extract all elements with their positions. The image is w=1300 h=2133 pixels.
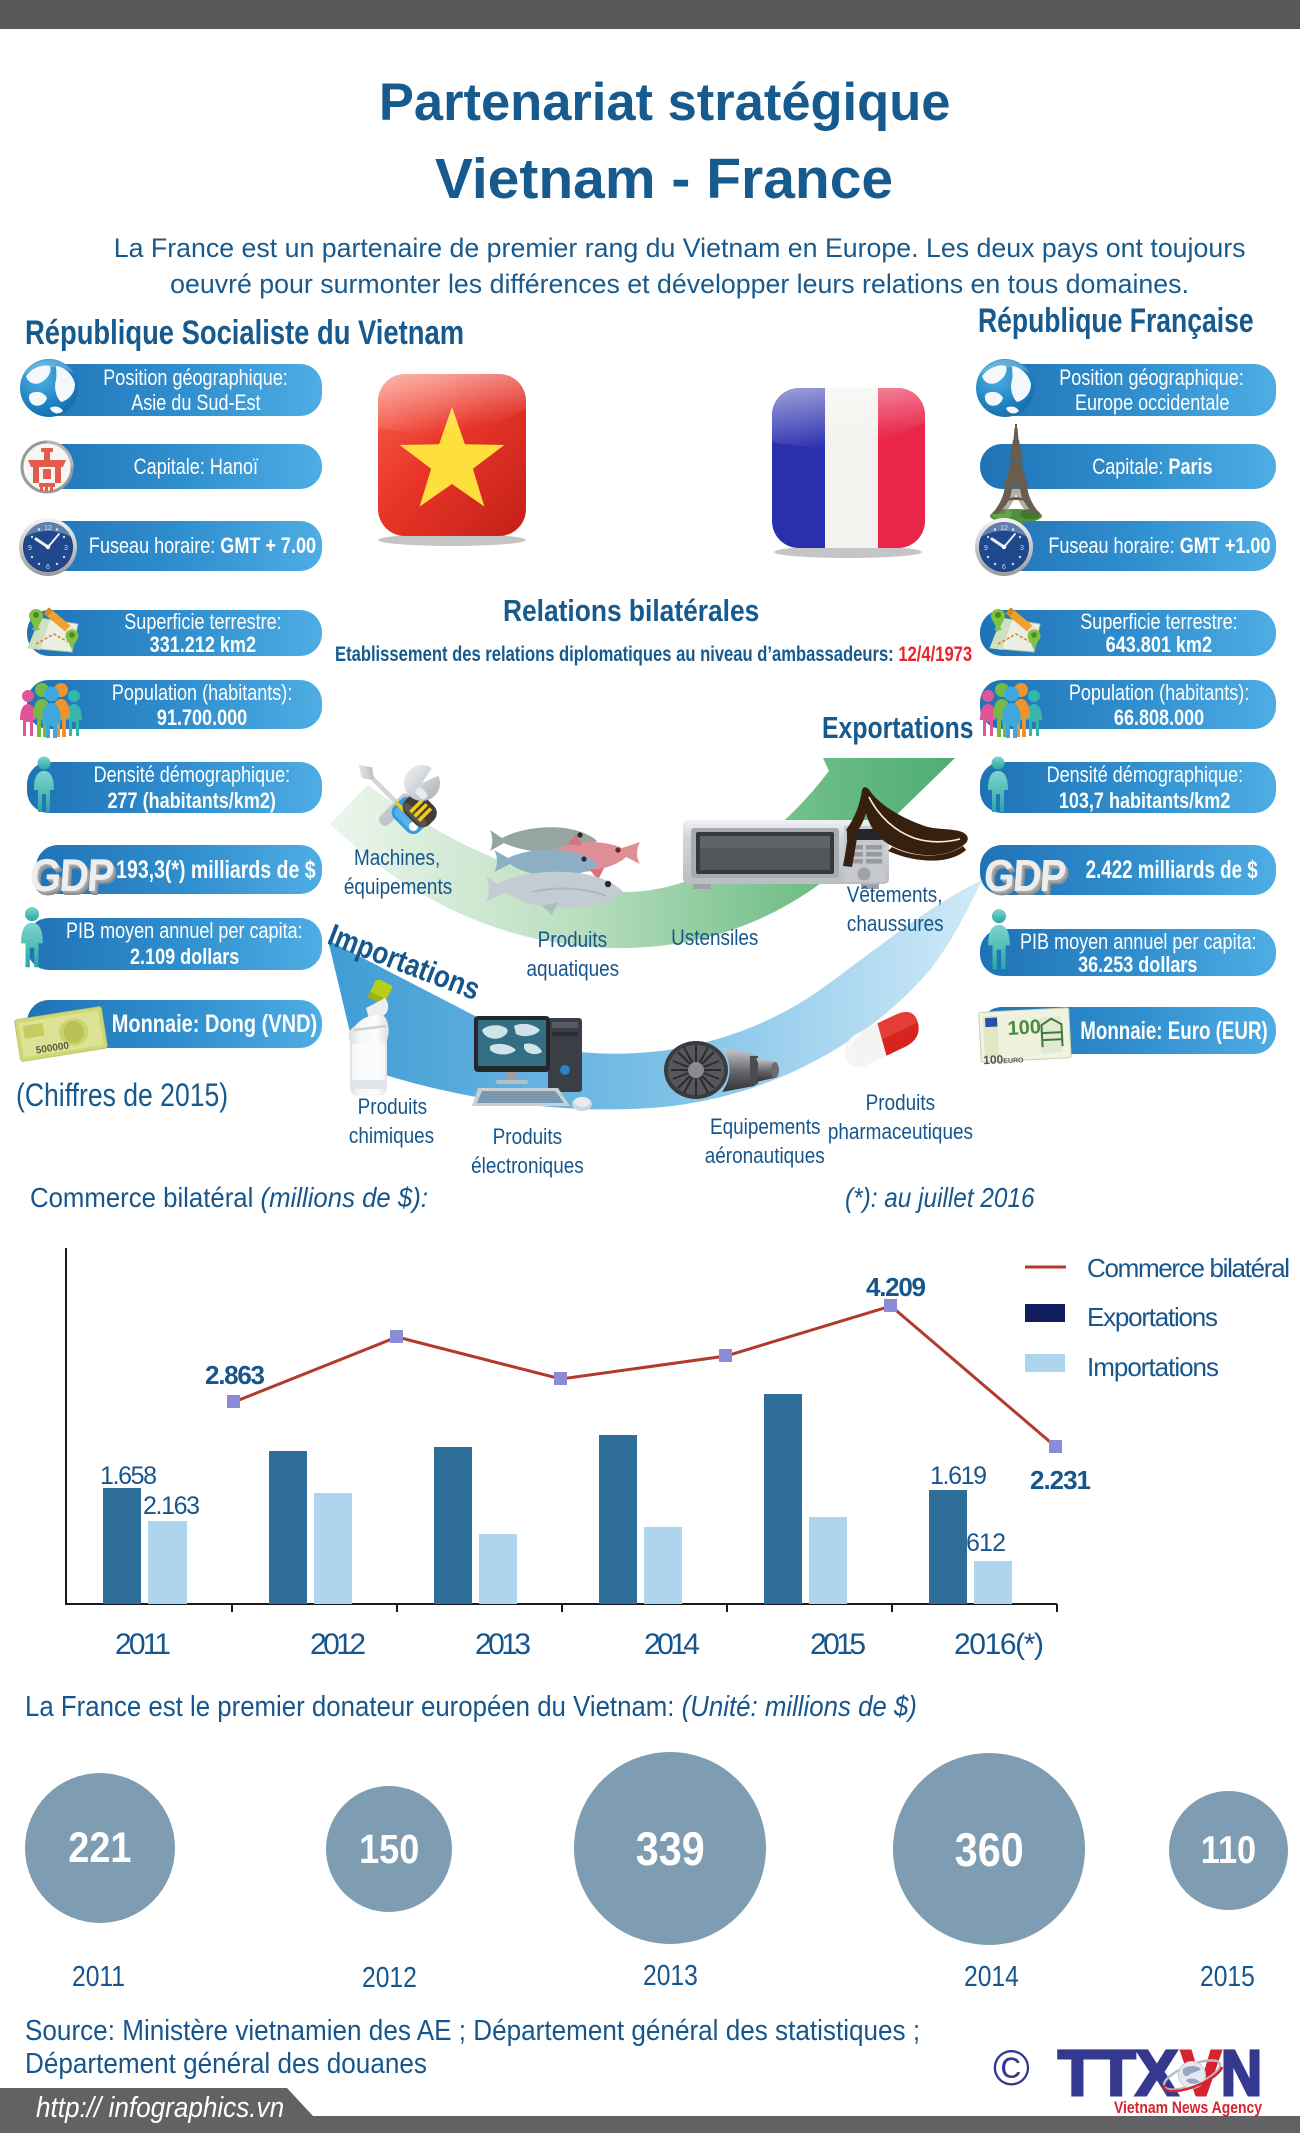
svg-text:2015: 2015 [810,1628,866,1661]
svg-text:500000: 500000 [35,1040,70,1056]
svg-text:Commerce bilatéral: Commerce bilatéral [1087,1253,1290,1283]
svg-text:Exportations: Exportations [1087,1302,1218,1332]
svg-text:2013: 2013 [475,1628,531,1661]
svg-text:N: N [1221,2037,1262,2109]
svg-text:2.163: 2.163 [143,1492,200,1520]
svg-text:1.619: 1.619 [930,1462,987,1490]
svg-text:2012: 2012 [310,1628,366,1661]
svg-text:100: 100 [1007,1016,1041,1040]
svg-text:612: 612 [966,1529,1006,1557]
svg-text:Vietnam News Agency: Vietnam News Agency [1114,2098,1262,2117]
svg-text:2014: 2014 [644,1628,700,1661]
svg-text:TTX: TTX [1058,2037,1178,2109]
svg-text:2016(*): 2016(*) [954,1628,1044,1661]
svg-text:2011: 2011 [115,1628,171,1661]
svg-text:2.863: 2.863 [205,1360,265,1390]
svg-text:2.231: 2.231 [1030,1465,1091,1495]
svg-text:1.658: 1.658 [100,1462,157,1490]
svg-text:Importations: Importations [1087,1352,1219,1382]
svg-text:4.209: 4.209 [866,1272,926,1302]
